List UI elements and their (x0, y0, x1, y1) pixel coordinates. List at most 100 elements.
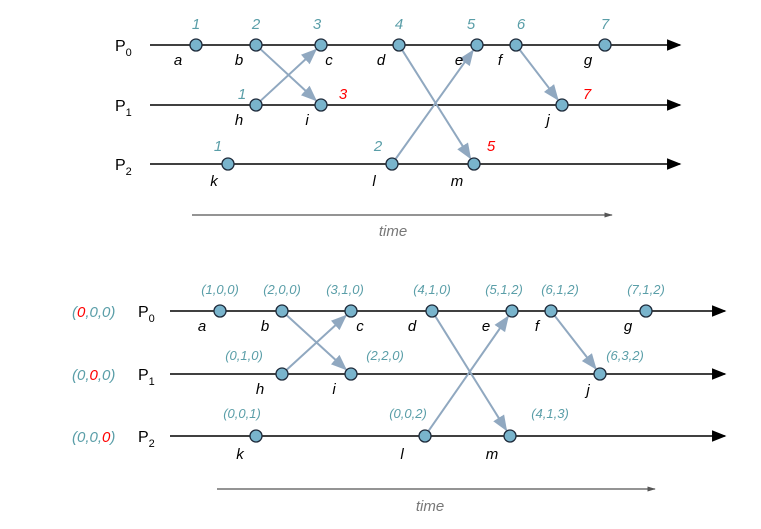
vector-timestamp-f: (6,1,2) (541, 282, 579, 297)
lamport-timestamp-k: 1 (214, 138, 222, 155)
vector-timestamp-a: (1,0,0) (201, 282, 239, 297)
event-label-d: d (408, 318, 417, 335)
event-a (213, 304, 227, 318)
process-label-p2: P2 (115, 157, 132, 178)
event-d (425, 304, 439, 318)
event-h (249, 98, 263, 112)
lamport-timestamp-m: 5 (487, 138, 496, 155)
vector-timestamp-i: (2,2,0) (366, 348, 404, 363)
event-label-m: m (486, 446, 499, 463)
vector-timestamp-b: (2,0,0) (263, 282, 301, 297)
event-label-i: i (332, 381, 336, 398)
process-label-p0: P0 (138, 304, 155, 325)
process-label-p1: P1 (115, 98, 132, 119)
event-label-j: j (544, 112, 550, 129)
event-m (467, 157, 481, 171)
event-i (344, 367, 358, 381)
event-a (189, 38, 203, 52)
initial-vector-p1: (0,0,0) (72, 367, 115, 384)
time-axis-label: time (379, 223, 407, 240)
message-l-to-e (394, 49, 474, 160)
lamport-timestamp-l: 2 (373, 138, 383, 155)
event-label-e: e (482, 318, 490, 335)
event-f (509, 38, 523, 52)
message-h-to-c (285, 314, 348, 371)
event-label-b: b (235, 52, 243, 69)
event-g (598, 38, 612, 52)
lamport-timestamp-e: 5 (467, 16, 476, 33)
lamport-timestamp-i: 3 (339, 86, 348, 103)
event-label-i: i (305, 112, 309, 129)
lamport-timestamp-a: 1 (192, 16, 200, 33)
event-m (503, 429, 517, 443)
event-f (544, 304, 558, 318)
event-label-h: h (235, 112, 243, 129)
message-l-to-e (427, 315, 509, 432)
event-label-m: m (451, 173, 464, 190)
event-label-e: e (455, 52, 463, 69)
lamport-timestamp-j: 7 (583, 86, 592, 103)
initial-vector-p2: (0,0,0) (72, 429, 115, 446)
event-b (249, 38, 263, 52)
lamport-timestamp-f: 6 (517, 16, 526, 33)
event-d (392, 38, 406, 52)
vector-timestamp-g: (7,1,2) (627, 282, 665, 297)
vector-timestamp-d: (4,1,0) (413, 282, 451, 297)
initial-vector-p0: (0,0,0) (72, 304, 115, 321)
message-f-to-j (553, 315, 597, 370)
vector-timestamp-l: (0,0,2) (389, 406, 427, 421)
event-e (505, 304, 519, 318)
event-c (314, 38, 328, 52)
event-label-g: g (584, 52, 593, 69)
lamport-timestamp-c: 3 (313, 16, 322, 33)
message-f-to-j (518, 49, 559, 101)
event-g (639, 304, 653, 318)
message-d-to-m (401, 49, 472, 160)
event-label-f: f (498, 52, 504, 69)
event-i (314, 98, 328, 112)
event-k (221, 157, 235, 171)
vector-timestamp-j: (6,3,2) (606, 348, 644, 363)
process-label-p2: P2 (138, 429, 155, 450)
lamport-timestamp-d: 4 (395, 16, 403, 33)
event-label-a: a (174, 52, 182, 69)
event-label-l: l (372, 173, 376, 190)
event-j (555, 98, 569, 112)
message-d-to-m (434, 315, 508, 432)
event-label-a: a (198, 318, 206, 335)
event-l (418, 429, 432, 443)
lamport-timestamp-b: 2 (251, 16, 261, 33)
event-label-b: b (261, 318, 269, 335)
vector-timestamp-e: (5,1,2) (485, 282, 523, 297)
event-e (470, 38, 484, 52)
event-h (275, 367, 289, 381)
event-label-j: j (584, 382, 590, 399)
event-label-c: c (356, 318, 364, 335)
event-label-l: l (400, 446, 404, 463)
event-label-k: k (236, 446, 245, 463)
time-axis-label: time (416, 498, 444, 515)
message-h-to-c (259, 48, 318, 102)
event-k (249, 429, 263, 443)
event-c (344, 304, 358, 318)
vector-timestamp-m: (4,1,3) (531, 406, 569, 421)
process-label-p0: P0 (115, 38, 132, 59)
event-label-g: g (624, 318, 633, 335)
event-label-k: k (210, 173, 219, 190)
vector-timestamp-c: (3,1,0) (326, 282, 364, 297)
vector-timestamp-k: (0,0,1) (223, 406, 261, 421)
lamport-timestamp-h: 1 (238, 86, 246, 103)
event-label-f: f (535, 318, 541, 335)
event-label-d: d (377, 52, 386, 69)
event-l (385, 157, 399, 171)
vector-clock-diagram-panel: P0 (0,0,0) P1 (0,0,0) P2 (0,0,0) a (1,0,0) b (2,0… (72, 282, 727, 515)
process-label-p1: P1 (138, 367, 155, 388)
event-label-c: c (325, 52, 333, 69)
vector-timestamp-h: (0,1,0) (225, 348, 263, 363)
lamport-timestamp-g: 7 (601, 16, 610, 33)
event-b (275, 304, 289, 318)
event-label-h: h (256, 381, 264, 398)
event-j (593, 367, 607, 381)
